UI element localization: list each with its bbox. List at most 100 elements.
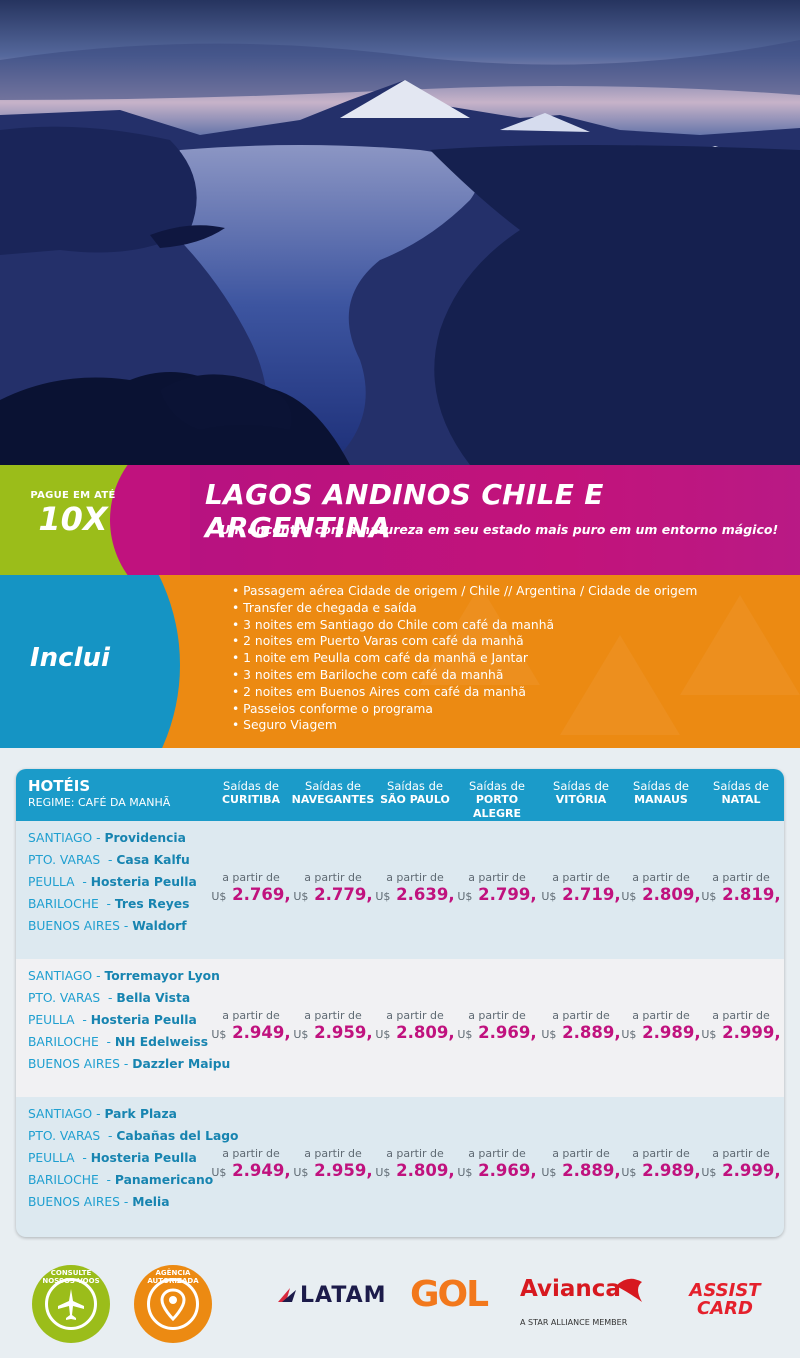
include-item: 3 noites em Santiago do Chile com café d…: [232, 617, 697, 634]
price-value: 2.809,: [396, 1161, 455, 1180]
hotel-name: NH Edelweiss: [114, 1035, 209, 1049]
price-value-wrap: U$ 2.989,: [621, 1161, 701, 1180]
price-cell: a partir de U$ 2.719,: [541, 871, 621, 904]
column-header-label: Saídas de: [387, 779, 443, 793]
hotel-name: Providencia: [104, 831, 186, 845]
hotel-line: BARILOCHE - Tres Reyes: [28, 897, 189, 911]
title-magenta-shape: [190, 465, 800, 575]
table-header: HOTÉIS REGIME: CAFÉ DA MANHÃ Saídas de CU…: [16, 769, 784, 821]
hotel-separator: -: [100, 853, 117, 867]
price-prefix: a partir de: [386, 871, 444, 884]
hotel-line: BARILOCHE - Panamericano: [28, 1173, 213, 1187]
price-value: 2.949,: [232, 1023, 291, 1042]
price-value: 2.889,: [562, 1023, 621, 1042]
hotel-name: Dazzler Maipu: [132, 1057, 231, 1071]
column-header: Saídas de PORTO ALEGRE: [452, 779, 542, 821]
price-value: 2.989,: [642, 1023, 701, 1042]
hotel-line: SANTIAGO - Providencia: [28, 831, 186, 845]
column-header: Saídas de MANAUS: [616, 779, 706, 807]
price-value: 2.949,: [232, 1161, 291, 1180]
consult-flights-badge[interactable]: CONSULTE NOSSOS VOOS: [32, 1265, 110, 1343]
price-prefix: a partir de: [304, 1009, 362, 1022]
hotel-name: Hosteria Peulla: [90, 875, 197, 889]
price-value: 2.769,: [232, 885, 291, 904]
price-value: 2.889,: [562, 1161, 621, 1180]
hotel-city: SANTIAGO: [28, 831, 93, 845]
hotel-city: PEULLA: [28, 875, 75, 889]
hotel-name: Melia: [132, 1195, 170, 1209]
column-header-city: NAVEGANTES: [291, 793, 375, 806]
price-value: 2.959,: [314, 1161, 373, 1180]
price-prefix: a partir de: [712, 871, 770, 884]
price-cell: a partir de U$ 2.969,: [457, 1147, 537, 1180]
price-cell: a partir de U$ 2.889,: [541, 1009, 621, 1042]
page-subtitle: Um encontro com a natureza em seu estado…: [220, 522, 779, 537]
price-prefix: a partir de: [712, 1147, 770, 1160]
price-currency: U$: [541, 1166, 557, 1179]
price-cell: a partir de U$ 2.819,: [701, 871, 781, 904]
hotel-name: Hosteria Peulla: [90, 1151, 197, 1165]
title-band: [0, 465, 800, 575]
avianca-bird-icon: [616, 1278, 642, 1302]
includes-label: Inclui: [30, 643, 110, 673]
price-cell: a partir de U$ 2.949,: [211, 1147, 291, 1180]
hotel-city: BARILOCHE: [28, 1035, 99, 1049]
price-value-wrap: U$ 2.809,: [375, 1161, 455, 1180]
price-currency: U$: [293, 890, 309, 903]
column-header-city: MANAUS: [634, 793, 688, 806]
price-prefix: a partir de: [552, 1147, 610, 1160]
price-cell: a partir de U$ 2.969,: [457, 1009, 537, 1042]
price-value-wrap: U$ 2.819,: [701, 885, 781, 904]
column-header-label: Saídas de: [223, 779, 279, 793]
price-prefix: a partir de: [632, 1147, 690, 1160]
price-prefix: a partir de: [468, 871, 526, 884]
include-item: Passagem aérea Cidade de origem / Chile …: [232, 583, 697, 600]
column-header-city: CURITIBA: [221, 793, 281, 806]
price-currency: U$: [211, 1028, 227, 1041]
column-header-label: Saídas de: [469, 779, 525, 793]
price-value-wrap: U$ 2.809,: [375, 1023, 455, 1042]
table-row: SANTIAGO - Providencia PTO. VARAS - Casa …: [16, 821, 784, 959]
assist-card-line1: ASSIST: [689, 1280, 761, 1301]
decor-triangle: [680, 595, 800, 695]
hotel-name: Torremayor Lyon: [104, 969, 220, 983]
hotel-city: PEULLA: [28, 1013, 75, 1027]
hotel-line: PTO. VARAS - Casa Kalfu: [28, 853, 190, 867]
price-prefix: a partir de: [222, 1147, 280, 1160]
hotel-line: BARILOCHE - NH Edelweiss: [28, 1035, 208, 1049]
price-prefix: a partir de: [468, 1147, 526, 1160]
column-header-city: VITÓRIA: [555, 793, 607, 806]
price-currency: U$: [211, 1166, 227, 1179]
latam-logo-icon: [278, 1288, 296, 1302]
column-header: Saídas de NAVEGANTES: [288, 779, 378, 807]
include-item: 1 noite em Peulla com café da manhã e Ja…: [232, 650, 697, 667]
hotel-line: PTO. VARAS - Bella Vista: [28, 991, 190, 1005]
include-item: 2 noites em Puerto Varas com café da man…: [232, 633, 697, 650]
price-cell: a partir de U$ 2.809,: [375, 1009, 455, 1042]
price-prefix: a partir de: [552, 871, 610, 884]
hotel-name: Park Plaza: [104, 1107, 177, 1121]
hotel-separator: -: [92, 1107, 105, 1121]
column-header: Saídas de CURITIBA: [206, 779, 296, 807]
column-header-label: Saídas de: [305, 779, 361, 793]
airplane-icon: [58, 1289, 84, 1320]
hotel-separator: -: [100, 991, 117, 1005]
hotel-separator: -: [98, 1173, 115, 1187]
hotel-separator: -: [74, 1151, 91, 1165]
include-item: Passeios conforme o programa: [232, 701, 697, 718]
price-currency: U$: [457, 1028, 473, 1041]
table-subtitle: REGIME: CAFÉ DA MANHÃ: [28, 796, 171, 809]
price-prefix: a partir de: [386, 1147, 444, 1160]
price-value-wrap: U$ 2.949,: [211, 1023, 291, 1042]
gol-logo: GOL: [410, 1274, 489, 1315]
price-currency: U$: [457, 890, 473, 903]
hotel-line: PTO. VARAS - Cabañas del Lago: [28, 1129, 239, 1143]
column-header-city: NATAL: [721, 793, 761, 806]
authorized-agency-badge[interactable]: AGÊNCIA AUTORIZADA: [134, 1265, 212, 1343]
price-currency: U$: [457, 1166, 473, 1179]
price-prefix: a partir de: [304, 871, 362, 884]
price-value: 2.809,: [642, 885, 701, 904]
hotel-line: PEULLA - Hosteria Peulla: [28, 1151, 197, 1165]
price-value-wrap: U$ 2.969,: [457, 1161, 537, 1180]
hotel-line: PEULLA - Hosteria Peulla: [28, 1013, 197, 1027]
